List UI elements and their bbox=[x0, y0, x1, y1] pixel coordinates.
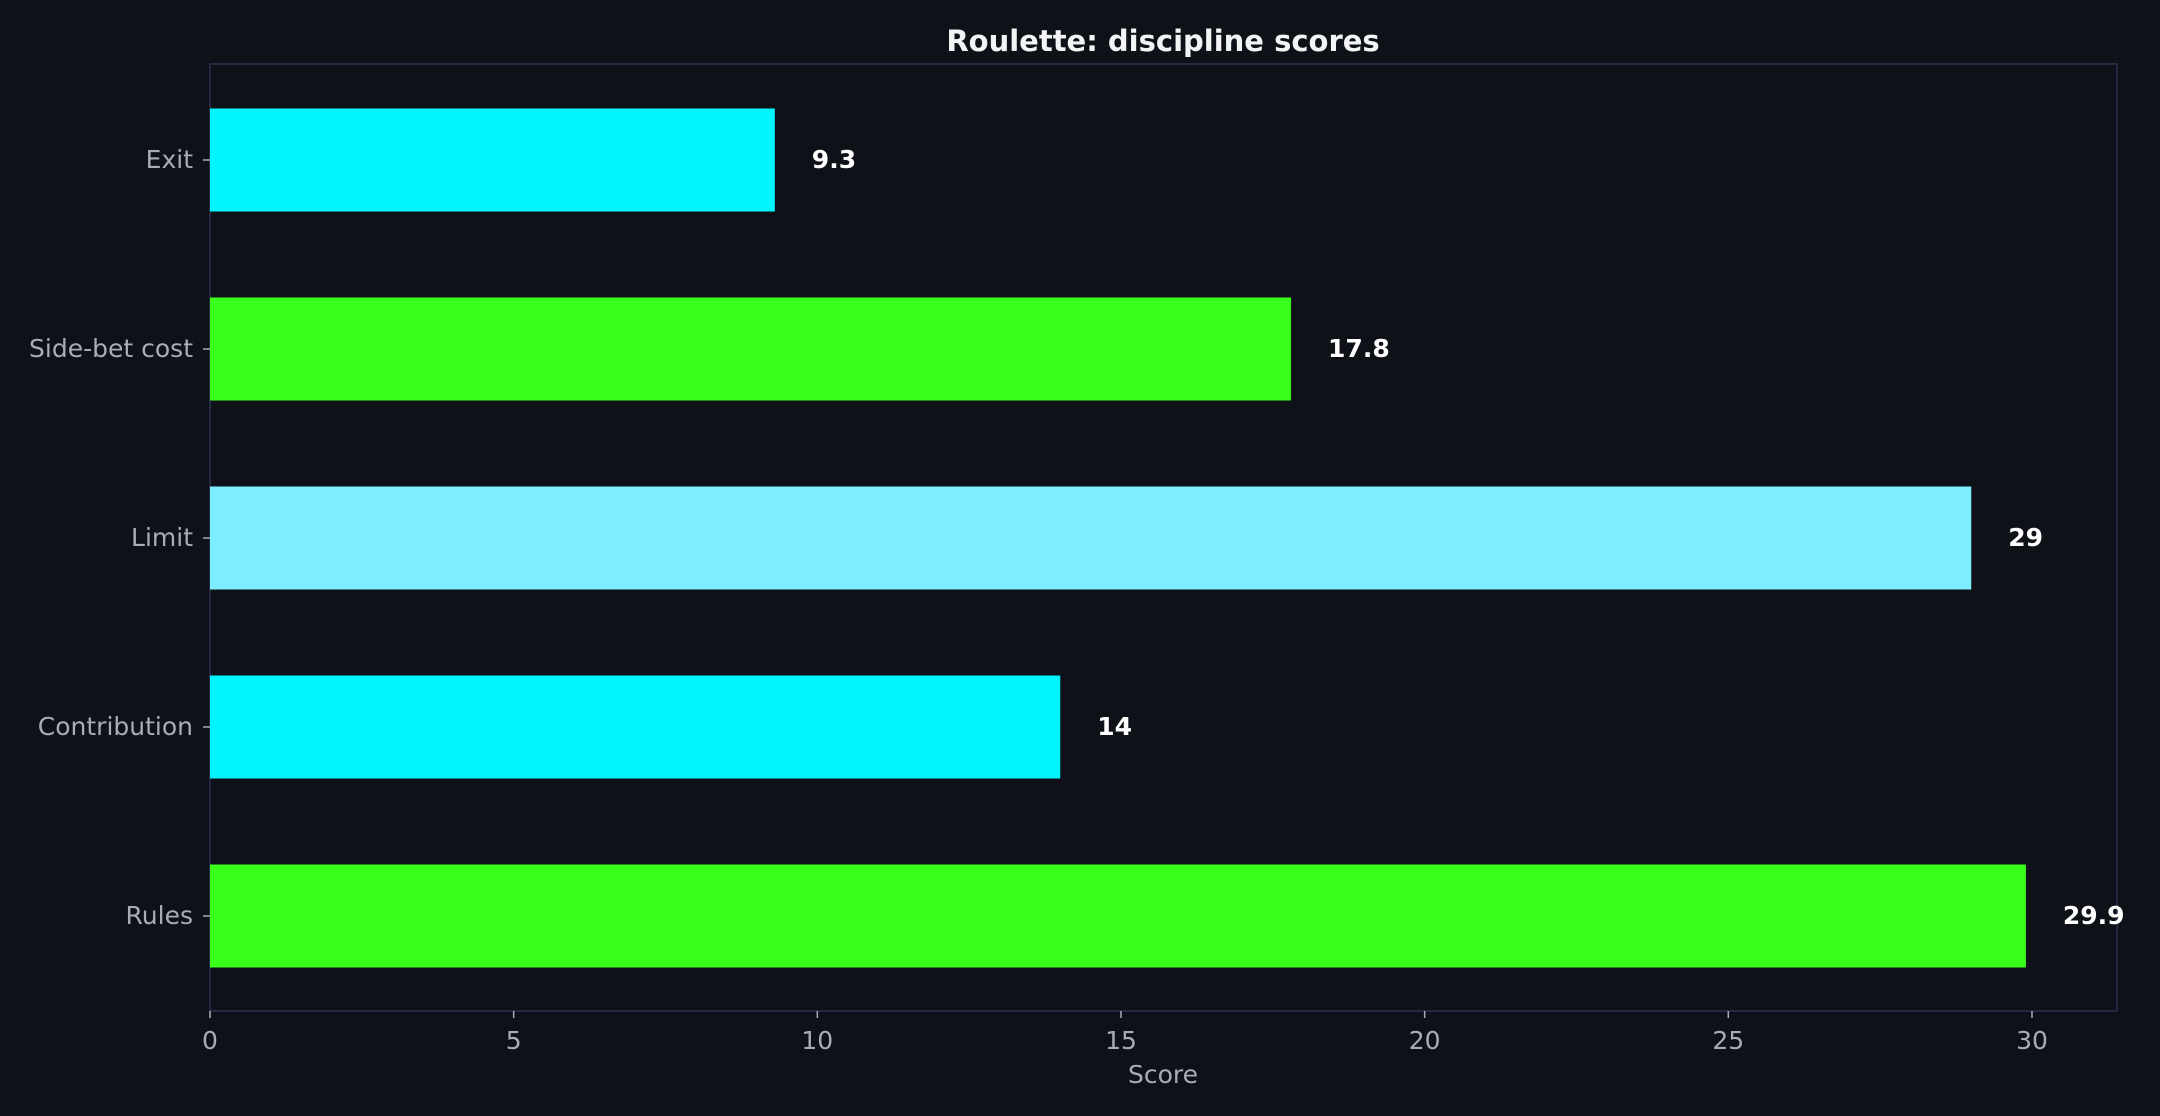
y-axis: Exit Side-bet cost Limit Contribution Rules bbox=[29, 145, 210, 930]
bar-exit bbox=[210, 108, 775, 212]
x-tick-label: 10 bbox=[801, 1026, 833, 1055]
x-tick-label: 25 bbox=[1712, 1026, 1744, 1055]
x-tick-label: 0 bbox=[202, 1026, 218, 1055]
data-label: 29 bbox=[2008, 523, 2043, 552]
bar-limit bbox=[210, 486, 1972, 590]
y-tick-label: Contribution bbox=[38, 712, 193, 741]
y-tick-label: Limit bbox=[131, 523, 193, 552]
value-labels-group: 9.3 17.8 29 14 29.9 bbox=[812, 145, 2125, 930]
chart-title: Roulette: discipline scores bbox=[946, 24, 1379, 58]
x-tick-label: 5 bbox=[506, 1026, 522, 1055]
data-label: 29.9 bbox=[2063, 901, 2125, 930]
bar-rules bbox=[210, 864, 2026, 968]
bars-group bbox=[210, 108, 2026, 968]
data-label: 14 bbox=[1097, 712, 1132, 741]
x-axis-label: Score bbox=[1128, 1060, 1198, 1089]
data-label: 17.8 bbox=[1328, 334, 1390, 363]
bar-contribution bbox=[210, 675, 1061, 779]
x-axis: 0 5 10 15 20 25 30 bbox=[202, 1011, 2048, 1055]
x-tick-label: 20 bbox=[1409, 1026, 1441, 1055]
data-label: 9.3 bbox=[812, 145, 856, 174]
bar-side-bet-cost bbox=[210, 297, 1292, 401]
y-tick-label: Exit bbox=[146, 145, 194, 174]
y-tick-label: Side-bet cost bbox=[29, 334, 193, 363]
x-tick-label: 30 bbox=[2016, 1026, 2048, 1055]
y-tick-label: Rules bbox=[126, 901, 193, 930]
x-tick-label: 15 bbox=[1105, 1026, 1137, 1055]
